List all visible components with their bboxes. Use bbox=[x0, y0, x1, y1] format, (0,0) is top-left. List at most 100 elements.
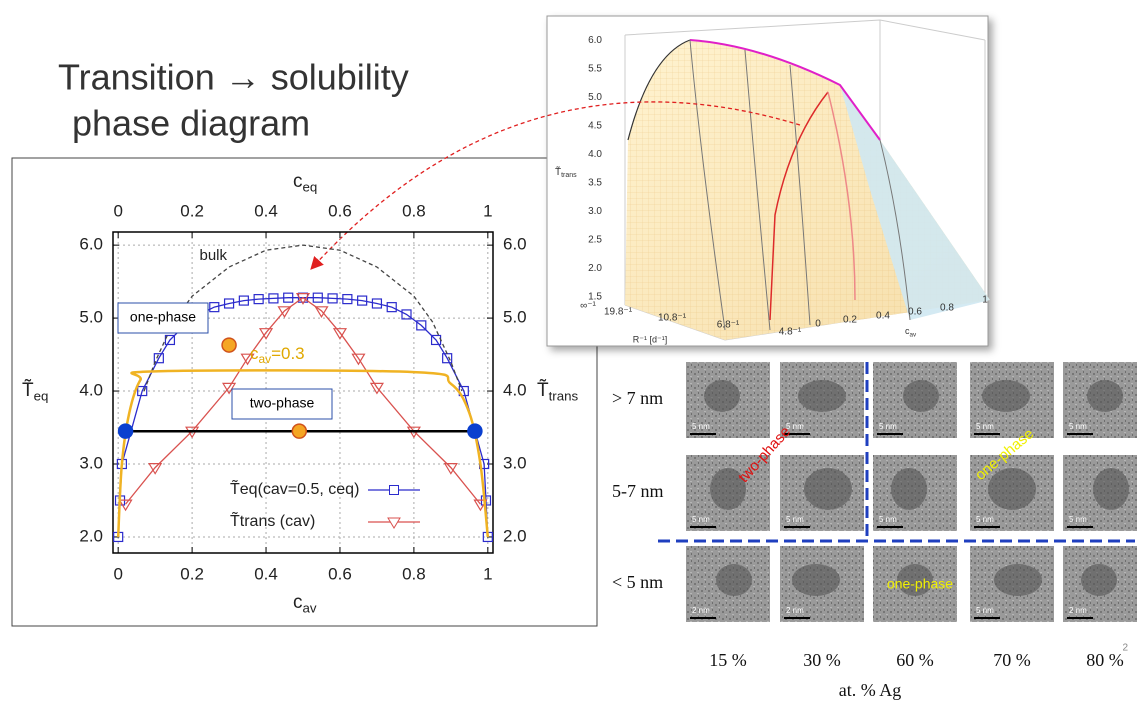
marker bbox=[153, 353, 164, 364]
legend-label: T̃eq(cav=0.5, ceq) bbox=[230, 479, 359, 499]
marker bbox=[258, 328, 274, 340]
particle bbox=[897, 564, 933, 596]
marker bbox=[268, 293, 279, 304]
inset-tick-label: 2.5 bbox=[588, 235, 602, 246]
marker bbox=[401, 309, 412, 320]
inset-tick-label: 3.0 bbox=[588, 206, 602, 217]
label: cav bbox=[293, 592, 317, 615]
label-sub: eq bbox=[34, 388, 49, 403]
row-label: 5-7 nm bbox=[612, 481, 664, 501]
row-label: < 5 nm bbox=[612, 572, 663, 592]
x-tick-label: 0 bbox=[113, 564, 122, 583]
inset-tick-label: 0.2 bbox=[843, 315, 857, 326]
marker bbox=[118, 499, 133, 512]
marker bbox=[148, 463, 163, 475]
particle bbox=[891, 468, 927, 510]
inset-3d-plot: 1.5 2.0 2.5 3.0 3.5 4.0 4.5 5.0 5.5 6.0 ∞⁻¹ 19.8⁻¹ 1… bbox=[546, 15, 990, 347]
marker bbox=[357, 295, 368, 306]
series-line bbox=[125, 296, 481, 505]
inset-tick-label: 10.8⁻¹ bbox=[658, 313, 687, 324]
marker bbox=[416, 320, 427, 331]
inset-tick-label: 5.0 bbox=[588, 92, 602, 103]
label-base: T̃ bbox=[22, 379, 34, 401]
scale-bar-label: 2 nm bbox=[786, 606, 804, 615]
label-rest: =0.3 bbox=[271, 344, 305, 363]
inset-y-label: T̃trans bbox=[555, 165, 577, 179]
marker bbox=[223, 298, 235, 309]
marker bbox=[253, 294, 264, 305]
scale-bar-label: 2 nm bbox=[1069, 606, 1087, 615]
inset-tick-label: 6.8⁻¹ bbox=[717, 320, 740, 331]
inset-curve bbox=[769, 91, 829, 321]
marker bbox=[369, 382, 384, 395]
x-tick-label: 0.2 bbox=[180, 564, 204, 583]
page-number: 2 bbox=[1122, 643, 1128, 654]
particle bbox=[1087, 380, 1123, 412]
label-base: c bbox=[250, 344, 259, 363]
particle bbox=[704, 380, 740, 412]
marker bbox=[238, 295, 249, 306]
series-line bbox=[143, 244, 463, 392]
inset-tick-label: 5.5 bbox=[588, 64, 602, 75]
marker bbox=[222, 382, 237, 395]
marker bbox=[467, 423, 483, 439]
x2-tick-label: 0.6 bbox=[328, 201, 352, 220]
x-tick-label: 0.6 bbox=[328, 564, 352, 583]
inset-tick-label: 2.0 bbox=[588, 263, 602, 274]
scale-bar-label: 5 nm bbox=[1069, 422, 1087, 431]
y2-tick-label: 3.0 bbox=[503, 453, 527, 472]
label-base: c bbox=[293, 592, 303, 613]
annotation: two-phase bbox=[250, 395, 315, 411]
marker bbox=[295, 293, 311, 305]
y2-tick-label: 6.0 bbox=[503, 235, 527, 254]
label: T̃trans bbox=[537, 379, 579, 403]
row-label: > 7 nm bbox=[612, 388, 663, 408]
annotation-box bbox=[117, 302, 209, 334]
link-arrow bbox=[310, 101, 801, 270]
particle bbox=[804, 468, 852, 510]
particle bbox=[988, 468, 1036, 510]
inset-axis-label: R⁻¹ [d⁻¹] bbox=[633, 334, 668, 344]
column-label: 30 % bbox=[803, 650, 841, 670]
inset-tick-label: 0.4 bbox=[876, 311, 890, 322]
series bbox=[143, 244, 463, 392]
inset-tick-label: ∞⁻¹ bbox=[580, 301, 596, 312]
inset-tick-label: 4.5 bbox=[588, 121, 602, 132]
y2-tick-label: 5.0 bbox=[503, 308, 527, 327]
label-base: T̃ bbox=[555, 165, 561, 178]
column-label: 80 % bbox=[1086, 650, 1124, 670]
label-sub: trans bbox=[549, 388, 579, 403]
marker bbox=[209, 302, 220, 313]
inset-tick-label: 6.0 bbox=[588, 35, 602, 46]
inset-tick-label: 4.0 bbox=[588, 149, 602, 160]
scale-bar-label: 5 nm bbox=[976, 422, 994, 431]
marker bbox=[240, 353, 255, 366]
inset-tick-label: 4.8⁻¹ bbox=[779, 327, 802, 338]
inset-tick-label: 0 bbox=[815, 319, 821, 330]
inset-tick-label: 1.5 bbox=[588, 292, 602, 303]
label: ceq bbox=[293, 171, 317, 194]
scale-bar-label: 5 nm bbox=[879, 422, 897, 431]
x2-tick-label: 0.8 bbox=[402, 201, 426, 220]
column-label: 15 % bbox=[709, 650, 747, 670]
label: cav=0.3 bbox=[250, 344, 305, 366]
marker bbox=[164, 334, 176, 346]
y2-tick-label: 4.0 bbox=[503, 381, 527, 400]
particle bbox=[903, 380, 939, 412]
inset-tick-label: 19.8⁻¹ bbox=[604, 307, 633, 318]
y-tick-label: 4.0 bbox=[79, 381, 103, 400]
x2-tick-label: 0 bbox=[113, 201, 122, 220]
particle bbox=[798, 380, 846, 412]
particle bbox=[982, 380, 1030, 412]
slide-title: Transition → solubility bbox=[58, 57, 409, 98]
inset-curve bbox=[827, 91, 856, 301]
y-tick-label: 2.0 bbox=[79, 526, 103, 545]
label-sub: eq bbox=[303, 179, 318, 194]
legend-marker bbox=[389, 485, 399, 495]
label-sub: av bbox=[303, 600, 317, 615]
marker bbox=[342, 294, 353, 305]
y-tick-label: 3.0 bbox=[79, 453, 103, 472]
particle bbox=[710, 468, 746, 510]
scale-bar-label: 5 nm bbox=[1069, 515, 1087, 524]
particle bbox=[1093, 468, 1129, 510]
